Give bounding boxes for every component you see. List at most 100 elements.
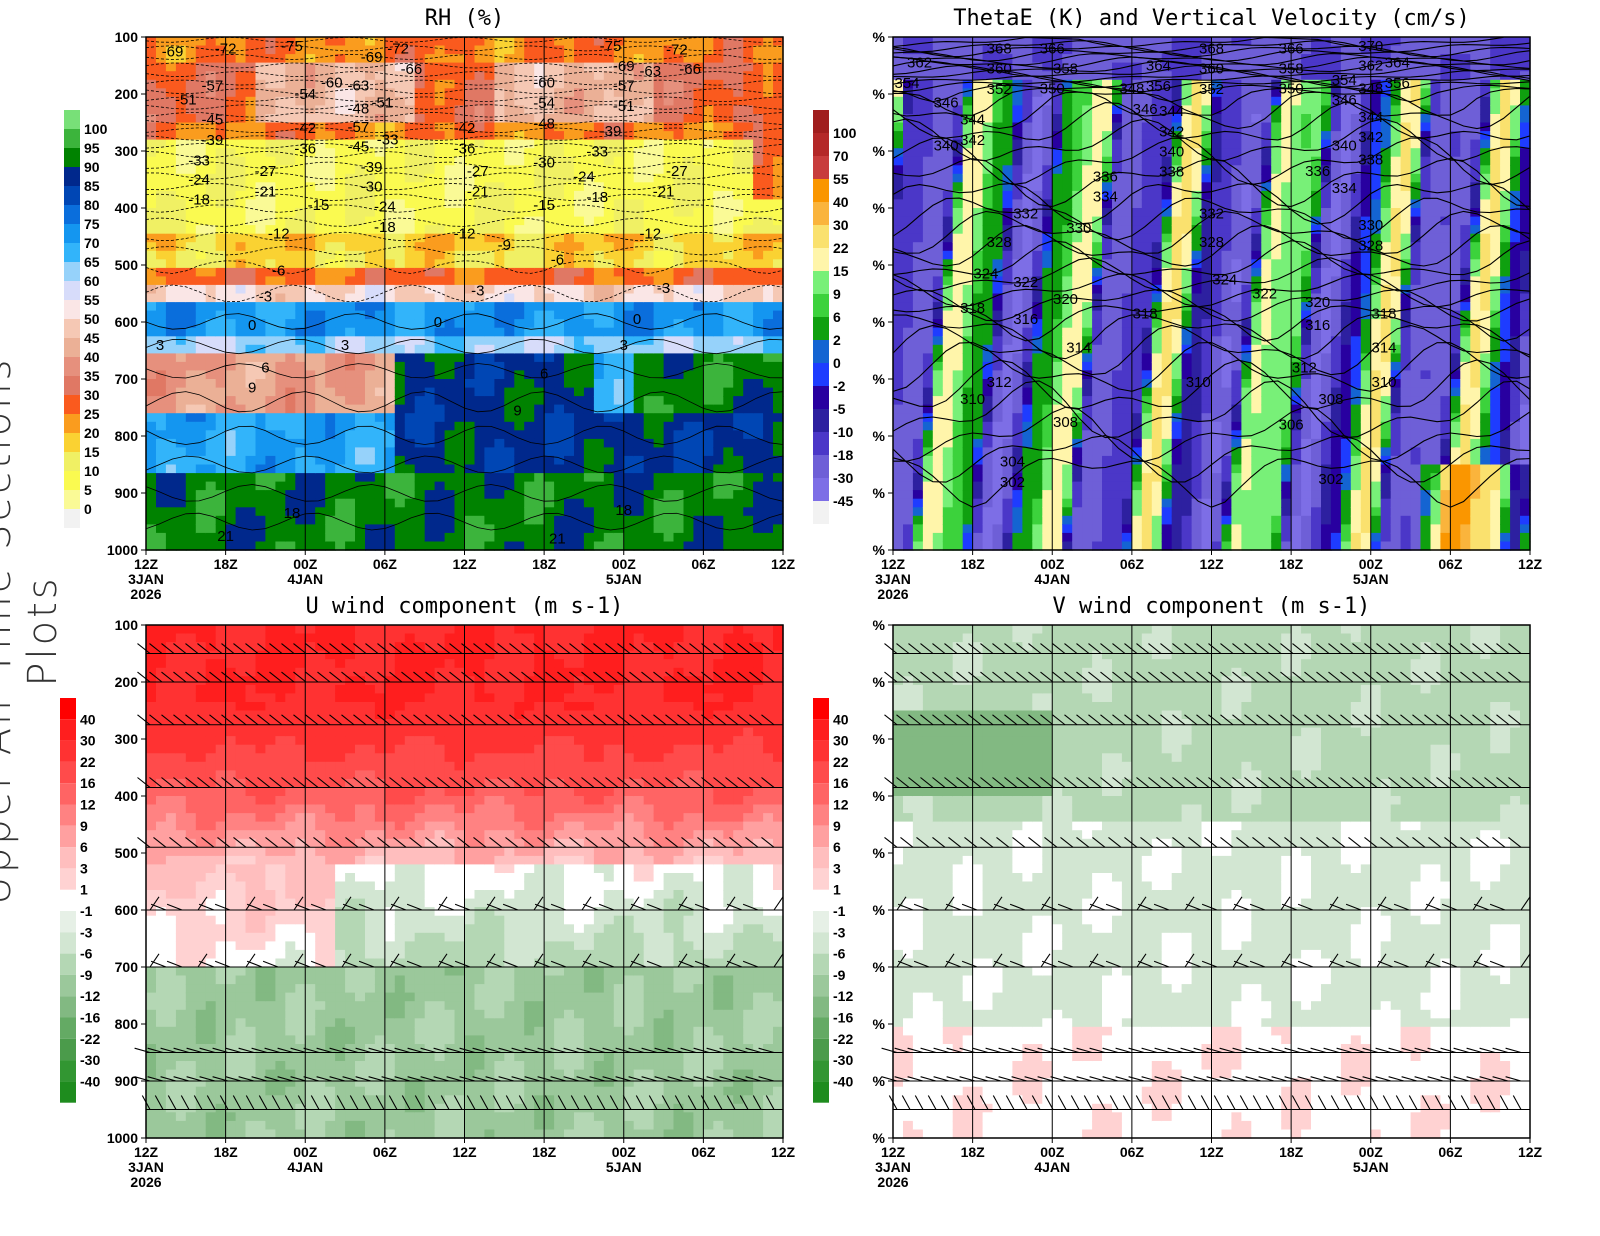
field-cell	[534, 413, 545, 423]
field-cell	[156, 498, 167, 508]
field-cell	[414, 310, 426, 320]
field-cell	[583, 370, 595, 380]
field-cell	[156, 302, 167, 312]
field-cell	[613, 182, 625, 192]
field-cell	[564, 293, 575, 303]
field-cell	[424, 379, 436, 389]
field-cell	[1032, 361, 1043, 372]
field-cell	[315, 54, 326, 64]
field-cell	[893, 532, 904, 543]
field-cell	[554, 310, 565, 320]
field-cell	[524, 225, 535, 235]
field-cell	[504, 165, 515, 175]
field-cell	[156, 190, 167, 201]
field-cell	[175, 45, 187, 55]
field-cell	[982, 515, 994, 525]
field-cell	[893, 37, 904, 47]
field-cell	[713, 413, 724, 423]
field-cell	[185, 361, 197, 372]
field-cell	[404, 233, 416, 243]
field-cell	[743, 319, 754, 329]
field-cell	[534, 122, 545, 132]
field-cell	[235, 131, 247, 141]
field-cell	[165, 208, 177, 218]
field-cell	[922, 216, 934, 226]
field-cell	[335, 464, 346, 474]
field-cell	[514, 498, 525, 508]
field-cell	[454, 131, 466, 141]
field-cell	[1002, 524, 1014, 534]
field-cell	[355, 473, 366, 483]
field-cell	[962, 515, 974, 525]
field-cell	[574, 131, 585, 141]
field-cell	[514, 173, 525, 183]
field-cell	[325, 225, 336, 235]
field-cell	[942, 455, 954, 466]
field-cell	[623, 216, 635, 226]
field-cell	[504, 473, 515, 483]
field-cell	[414, 379, 426, 389]
field-cell	[583, 507, 595, 517]
field-cell	[544, 37, 555, 47]
field-cell	[275, 148, 286, 158]
field-cell	[325, 267, 336, 278]
field-cell	[215, 464, 227, 474]
field-cell	[593, 396, 605, 406]
field-cell	[195, 276, 207, 286]
field-cell	[1052, 96, 1063, 106]
field-cell	[335, 498, 346, 508]
field-cell	[524, 387, 535, 397]
field-cell	[603, 455, 615, 466]
field-cell	[444, 225, 456, 235]
field-cell	[1042, 498, 1053, 508]
field-cell	[255, 122, 267, 132]
field-cell	[295, 507, 306, 517]
field-cell	[424, 208, 436, 218]
field-cell	[454, 182, 466, 192]
field-cell	[613, 276, 625, 286]
field-cell	[374, 387, 386, 397]
field-cell	[723, 242, 734, 252]
field-cell	[325, 490, 336, 500]
field-cell	[544, 148, 555, 158]
field-cell	[464, 336, 476, 346]
field-cell	[255, 464, 267, 474]
field-cell	[972, 199, 984, 209]
field-cell	[514, 353, 525, 363]
field-cell	[663, 361, 675, 372]
field-cell	[723, 532, 734, 543]
field-cell	[903, 361, 914, 372]
field-cell	[544, 413, 555, 423]
field-cell	[653, 421, 665, 431]
field-cell	[335, 276, 346, 286]
field-cell	[643, 447, 655, 457]
field-cell	[275, 464, 286, 474]
field-cell	[156, 310, 167, 320]
field-cell	[414, 327, 426, 337]
field-cell	[753, 173, 764, 183]
field-cell	[325, 515, 336, 525]
field-cell	[484, 336, 495, 346]
field-cell	[454, 387, 466, 397]
field-cell	[285, 455, 296, 466]
field-cell	[773, 515, 784, 525]
field-cell	[345, 455, 356, 466]
field-cell	[285, 105, 296, 115]
field-cell	[146, 396, 157, 406]
field-cell	[613, 114, 625, 124]
field-cell	[424, 199, 436, 209]
field-cell	[723, 490, 734, 500]
field-cell	[992, 216, 1004, 226]
field-cell	[683, 79, 695, 89]
field-cell	[643, 105, 655, 115]
field-cell	[494, 302, 505, 312]
field-cell	[683, 421, 695, 431]
field-cell	[753, 276, 764, 286]
field-cell	[146, 481, 157, 491]
field-cell	[484, 156, 495, 166]
field-cell	[195, 379, 207, 389]
field-cell	[215, 148, 227, 158]
field-cell	[504, 421, 515, 431]
field-cell	[464, 353, 476, 363]
field-cell	[444, 438, 456, 449]
